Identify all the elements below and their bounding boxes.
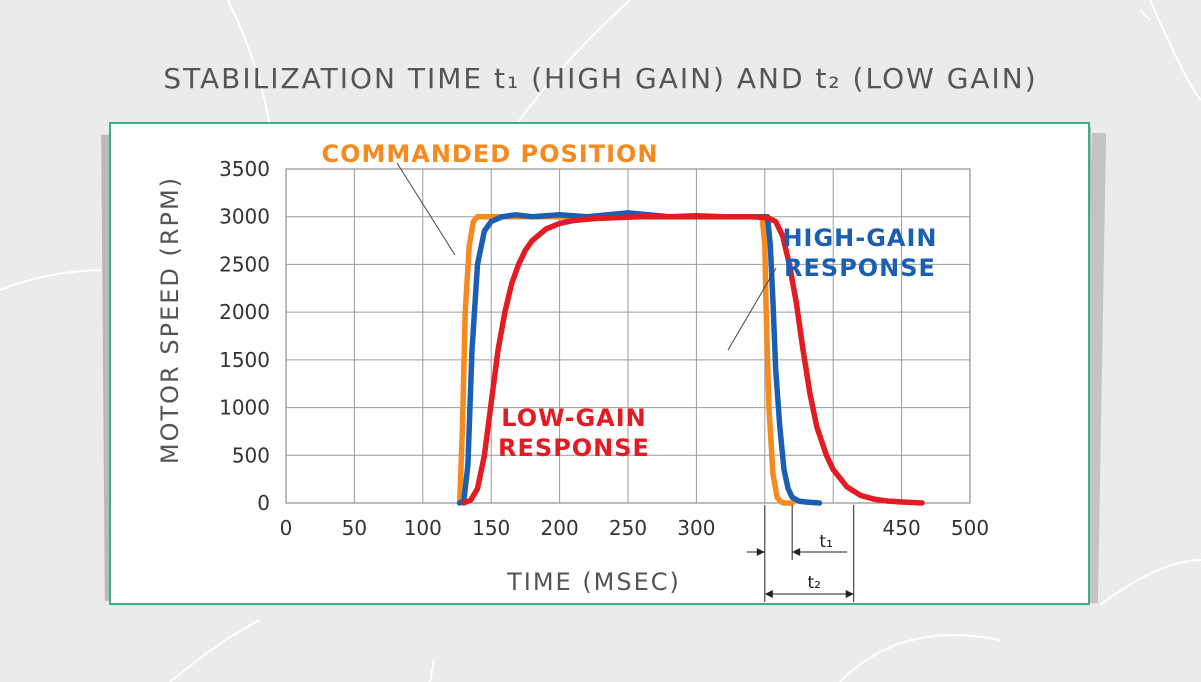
y-tick-label: 2000 [219,300,270,324]
low-gain-annotation: RESPONSE [498,434,650,462]
low-gain-annotation: LOW-GAIN [501,404,646,432]
annotation-layer: COMMANDED POSITIONHIGH-GAINRESPONSELOW-G… [321,140,937,602]
x-tick-label: 500 [951,516,989,540]
t2-interval-arrowhead-right [845,590,854,598]
high-gain-annotation: HIGH-GAIN [782,224,937,252]
x-tick-label: 300 [677,516,715,540]
y-tick-label: 1500 [219,348,270,372]
t1-interval-label: t₁ [819,532,832,552]
tick-labels: 0 50 100 150 200 250 300 450 500 0 500 1000 1500 2000… [219,157,989,540]
t2-interval-label: t₂ [808,573,821,593]
high-gain-annotation: RESPONSE [784,254,936,282]
x-tick-label: 0 [280,516,293,540]
x-tick-label: 250 [609,516,647,540]
y-tick-label: 1000 [219,396,270,420]
commanded-position-annotation: COMMANDED POSITION [321,140,658,168]
y-tick-label: 3500 [219,157,270,181]
x-tick-label: 50 [342,516,367,540]
y-tick-label: 0 [257,491,270,515]
x-tick-label: 150 [472,516,510,540]
x-tick-label: 200 [541,516,579,540]
y-axis-label: MOTOR SPEED (RPM) [156,176,184,464]
series-layer [456,210,925,506]
x-axis-label: TIME (MSEC) [506,568,681,596]
x-tick-label: 100 [404,516,442,540]
low-gain-response-line [461,213,925,506]
t1-interval-arrowhead-left [756,548,765,556]
t1-interval-arrowhead-right [792,548,801,556]
y-tick-label: 2500 [219,252,270,276]
y-tick-label: 500 [232,443,270,467]
y-tick-label: 3000 [219,205,270,229]
t2-interval-arrowhead-left [764,590,773,598]
annotation-leader-line [727,267,777,351]
x-tick-label: 450 [883,516,921,540]
page-title: STABILIZATION TIME t₁ (HIGH GAIN) AND t₂… [163,62,1038,95]
annotation-leader-line [396,162,456,256]
